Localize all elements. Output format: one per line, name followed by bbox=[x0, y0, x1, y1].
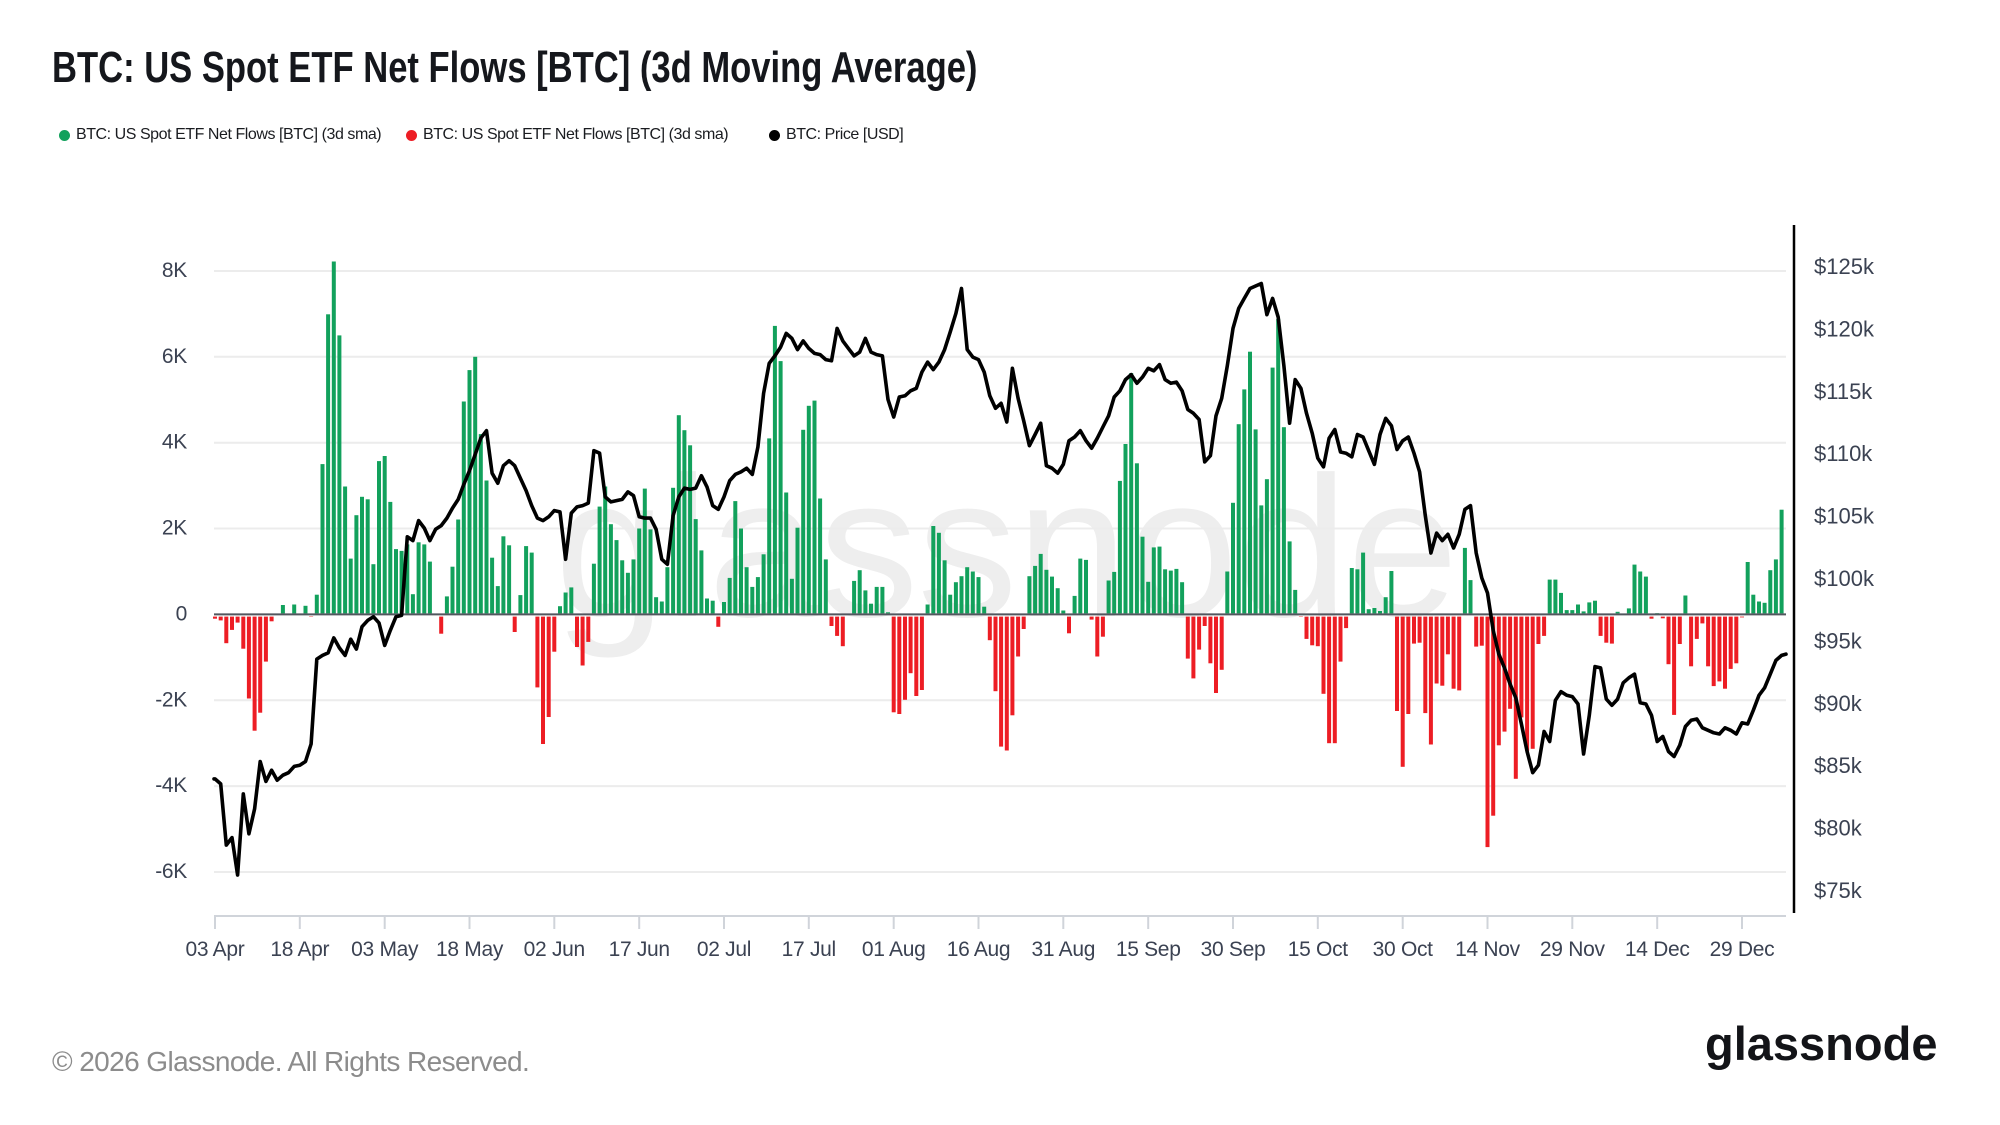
svg-text:$115k: $115k bbox=[1814, 379, 1873, 404]
svg-text:14 Dec: 14 Dec bbox=[1625, 938, 1690, 961]
svg-text:8K: 8K bbox=[162, 259, 187, 282]
svg-text:$95k: $95k bbox=[1814, 628, 1863, 653]
svg-text:18 Apr: 18 Apr bbox=[270, 938, 329, 961]
svg-text:15 Oct: 15 Oct bbox=[1288, 938, 1349, 961]
svg-text:14 Nov: 14 Nov bbox=[1455, 938, 1521, 961]
svg-text:30 Sep: 30 Sep bbox=[1201, 938, 1266, 961]
svg-text:03 May: 03 May bbox=[351, 938, 419, 961]
svg-text:17 Jul: 17 Jul bbox=[782, 938, 836, 961]
svg-text:$110k: $110k bbox=[1814, 441, 1873, 466]
svg-text:$75k: $75k bbox=[1814, 878, 1863, 903]
svg-text:6K: 6K bbox=[162, 345, 187, 368]
svg-text:2K: 2K bbox=[162, 517, 187, 540]
svg-text:-6K: -6K bbox=[155, 860, 187, 883]
svg-text:0: 0 bbox=[176, 602, 187, 625]
svg-text:16 Aug: 16 Aug bbox=[947, 938, 1011, 961]
svg-text:$100k: $100k bbox=[1814, 566, 1875, 591]
svg-text:4K: 4K bbox=[162, 431, 187, 454]
svg-text:01 Aug: 01 Aug bbox=[862, 938, 926, 961]
svg-text:17 Jun: 17 Jun bbox=[609, 938, 670, 961]
svg-text:29 Nov: 29 Nov bbox=[1540, 938, 1606, 961]
svg-text:03 Apr: 03 Apr bbox=[186, 938, 245, 961]
svg-text:$120k: $120k bbox=[1814, 316, 1875, 341]
svg-text:$105k: $105k bbox=[1814, 504, 1875, 529]
svg-text:$90k: $90k bbox=[1814, 691, 1863, 716]
svg-text:30 Oct: 30 Oct bbox=[1373, 938, 1434, 961]
svg-text:02 Jul: 02 Jul bbox=[697, 938, 751, 961]
svg-text:31 Aug: 31 Aug bbox=[1031, 938, 1095, 961]
svg-text:$125k: $125k bbox=[1814, 254, 1875, 279]
svg-text:$85k: $85k bbox=[1814, 753, 1863, 778]
svg-text:02 Jun: 02 Jun bbox=[524, 938, 585, 961]
svg-text:$80k: $80k bbox=[1814, 816, 1863, 841]
svg-text:18 May: 18 May bbox=[436, 938, 504, 961]
svg-text:-4K: -4K bbox=[155, 774, 187, 797]
svg-text:15 Sep: 15 Sep bbox=[1116, 938, 1181, 961]
svg-text:-2K: -2K bbox=[155, 688, 187, 711]
svg-text:29 Dec: 29 Dec bbox=[1710, 938, 1775, 961]
